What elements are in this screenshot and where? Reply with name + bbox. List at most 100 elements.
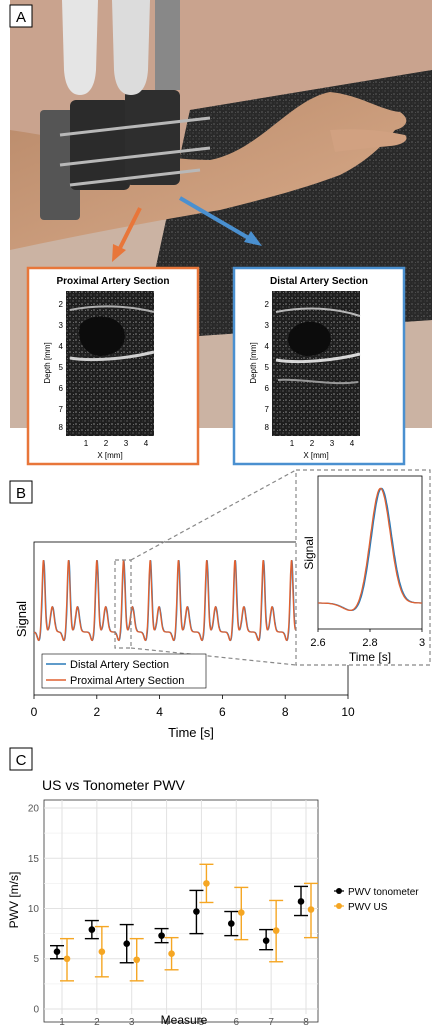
- point-tonometer: [158, 932, 165, 939]
- proximal-xtick: 2: [104, 439, 109, 448]
- panel-label-a: A: [16, 9, 26, 26]
- pwv-ytick-label: 0: [33, 1004, 39, 1015]
- panel-label-c: C: [16, 752, 27, 769]
- point-us: [168, 950, 175, 958]
- pwv-xticks: 1 2 3 4 5 6 7 8: [59, 1017, 309, 1028]
- legend-marker-tonometer: [336, 888, 342, 894]
- signal-lines: [33, 559, 297, 642]
- proximal-xtick: 4: [144, 439, 149, 448]
- pwv-xtick-label: 5: [199, 1017, 205, 1028]
- proximal-yticks: 2 3 4 5 6 7 8: [59, 300, 64, 432]
- point-tonometer: [193, 908, 200, 915]
- proximal-xlabel: X [mm]: [97, 451, 122, 460]
- point-tonometer: [53, 948, 61, 956]
- legend-label-distal: Distal Artery Section: [70, 659, 169, 671]
- proximal-ytick: 2: [59, 300, 64, 309]
- distal-ytick: 6: [265, 384, 270, 393]
- point-us: [237, 909, 245, 916]
- legend-label-proximal: Proximal Artery Section: [70, 675, 184, 687]
- proximal-ytick: 6: [59, 384, 64, 393]
- signal-xtick-label: 8: [282, 705, 289, 719]
- signal-xtick-label: 4: [156, 705, 163, 719]
- zoom-xtick-label: 2.8: [362, 637, 377, 649]
- pwv-marks: [50, 863, 318, 982]
- panel-label-box-c: [9, 747, 33, 771]
- signal-xticks: 0 2 4 6 8 10: [31, 695, 355, 719]
- distal-inset: Distal Artery Section Depth [mm] 2 3 4 5…: [232, 266, 406, 466]
- zoom-inset-ylabel: Signal: [302, 536, 316, 569]
- proximal-ytick: 7: [59, 405, 64, 414]
- distal-arrow: [178, 196, 254, 242]
- distal-xticks: 1 2 3 4: [290, 439, 355, 448]
- proximal-xtick: 3: [124, 439, 129, 448]
- point-tonometer: [123, 940, 131, 947]
- distal-ytick: 7: [265, 405, 270, 414]
- panel-label-b: B: [16, 485, 26, 502]
- pwv-ylabel: PWV [m/s]: [7, 872, 21, 929]
- ultrasound-probes: [62, 0, 180, 95]
- legend-label-us: PWV US: [348, 902, 388, 913]
- point-us: [307, 906, 315, 913]
- pwv-xtick-label: 7: [268, 1017, 274, 1028]
- point-tonometer: [262, 937, 270, 944]
- legend-label-tonometer: PWV tonometer: [348, 887, 419, 898]
- point-us: [98, 948, 106, 956]
- distal-yticks: 2 3 4 5 6 7 8: [265, 300, 270, 432]
- proximal-inset-title: Proximal Artery Section: [56, 276, 169, 287]
- pwv-grid: [44, 800, 318, 1014]
- zoom-xtick-label: 2.6: [310, 637, 325, 649]
- pwv-ytick-label: 5: [33, 954, 39, 965]
- proximal-ylabel: Depth [mm]: [43, 342, 52, 383]
- proximal-ultrasound-image: [66, 291, 154, 436]
- distal-xtick: 3: [330, 439, 335, 448]
- distal-xtick: 1: [290, 439, 295, 448]
- pwv-ytick-label: 15: [28, 854, 40, 865]
- proximal-ytick: 4: [59, 342, 64, 351]
- pwv-xtick-label: 3: [129, 1017, 135, 1028]
- panel-label-box-a: [9, 4, 33, 28]
- proximal-vessel-wall: [69, 350, 155, 362]
- zoom-connector-top: [130, 469, 297, 561]
- point-tonometer: [88, 926, 96, 933]
- point-us: [63, 955, 71, 963]
- pwv-xtick-label: 1: [59, 1017, 65, 1028]
- distal-xtick: 2: [310, 439, 315, 448]
- distal-ultrasound-image: [272, 291, 360, 436]
- signal-legend: Distal Artery Section Proximal Artery Se…: [41, 653, 207, 689]
- distal-arrow-head: [244, 231, 262, 246]
- zoom-xtick-label: 3: [419, 637, 425, 649]
- pwv-ytick-label: 20: [28, 804, 40, 815]
- zoom-inset-xlabel: Time [s]: [349, 650, 391, 664]
- zoom-window: [114, 559, 132, 649]
- pwv-plot-frame: [43, 799, 319, 1023]
- distal-xlabel: X [mm]: [303, 451, 328, 460]
- signal-xtick-label: 6: [219, 705, 226, 719]
- distal-ytick: 8: [265, 423, 270, 432]
- pwv-legend: PWV tonometer PWV US: [334, 887, 419, 913]
- distal-vessel-wall: [275, 352, 361, 364]
- pwv-ytick-label: 10: [28, 904, 40, 915]
- panel-a: A Proximal Artery Section Depth [mm] 2 3…: [9, 0, 432, 466]
- zoom-line-proximal: [318, 487, 422, 612]
- signal-xlabel: Time [s]: [168, 725, 214, 740]
- distal-artery-lumen: [287, 321, 331, 356]
- distal-ytick: 3: [265, 321, 270, 330]
- distal-ytick: 4: [265, 342, 270, 351]
- signal-xtick-label: 0: [31, 705, 38, 719]
- fingers: [330, 129, 407, 152]
- proximal-vessel-wall-top: [69, 305, 155, 313]
- distal-tissue-band: [277, 378, 359, 385]
- point-us: [272, 927, 280, 934]
- signal-xtick-label: 10: [341, 705, 355, 719]
- distal-xtick: 4: [350, 439, 355, 448]
- pwv-xtick-label: 8: [303, 1017, 309, 1028]
- signal-line-proximal: [33, 559, 297, 642]
- pwv-xtick-label: 4: [164, 1017, 170, 1028]
- pwv-xtick-label: 2: [94, 1017, 100, 1028]
- zoom-inset-lines: [318, 487, 422, 612]
- ultrasound-probe-holder: [59, 90, 211, 190]
- distal-inset-title: Distal Artery Section: [270, 276, 368, 287]
- proximal-ytick: 5: [59, 363, 64, 372]
- point-us: [203, 880, 210, 887]
